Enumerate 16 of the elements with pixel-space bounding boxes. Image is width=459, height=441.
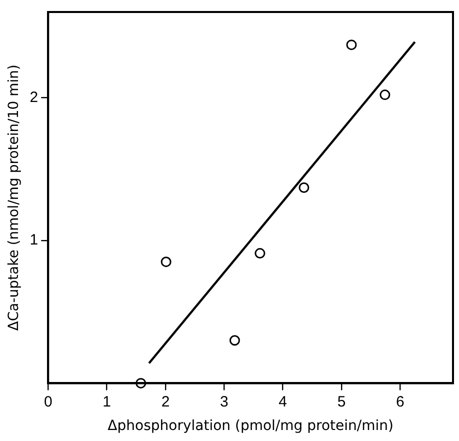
- point: [346, 40, 357, 50]
- point: [254, 248, 266, 259]
- x-tick-label: 0: [44, 393, 52, 410]
- point: [380, 90, 390, 100]
- point: [229, 335, 240, 346]
- x-tick-label: 2: [161, 393, 170, 410]
- point: [136, 378, 146, 388]
- x-tick-label: 4: [278, 393, 288, 410]
- point: [298, 182, 310, 193]
- y-axis-title: ΔCa-uptake (nmol/mg protein/10 min): [6, 64, 22, 331]
- x-tick-label: 5: [337, 393, 346, 410]
- x-tick-label: 3: [220, 393, 228, 410]
- x-tick-label: 6: [396, 393, 404, 410]
- x-axis-title: Δphosphorylation (pmol/mg protein/min): [108, 418, 394, 434]
- point: [160, 256, 172, 268]
- x-tick-label: 1: [102, 393, 111, 410]
